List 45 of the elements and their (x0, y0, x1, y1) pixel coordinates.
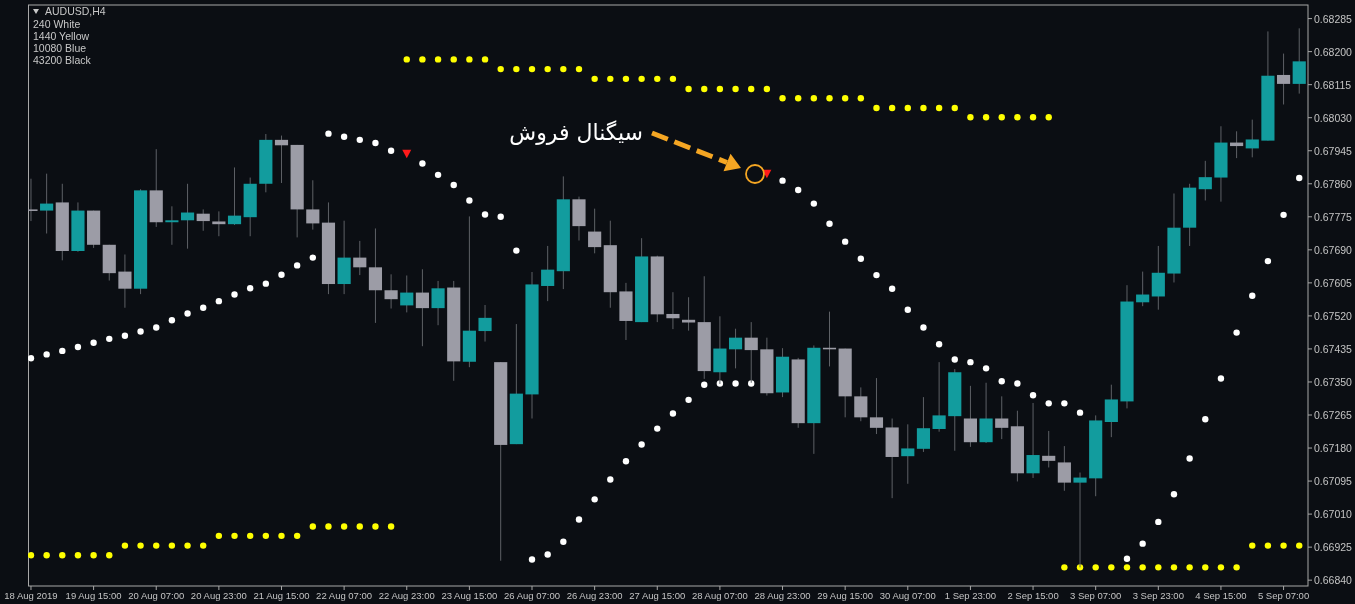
x-tick-label: 21 Aug 15:00 (253, 590, 310, 601)
x-tick-label: 20 Aug 23:00 (190, 590, 247, 601)
x-tick-label: 1 Sep 23:00 (944, 590, 997, 601)
y-tick-label: 0.67010 (1314, 508, 1353, 521)
y-tick-label: 0.68200 (1314, 45, 1353, 58)
x-tick-label: 3 Sep 07:00 (1070, 590, 1122, 601)
annotation: 240 White (33, 17, 81, 30)
annotation: 43200 Black (33, 54, 92, 67)
x-tick-label: 3 Sep 23:00 (1132, 590, 1184, 601)
x-tick-label: 2 Sep 15:00 (1007, 590, 1059, 601)
y-tick-label: 0.66840 (1314, 574, 1353, 587)
x-tick-label: 30 Aug 07:00 (879, 590, 936, 601)
x-tick-label: 29 Aug 15:00 (817, 590, 874, 601)
x-tick-label: 26 Aug 07:00 (504, 590, 561, 601)
y-tick-label: 0.67350 (1314, 375, 1353, 388)
annotation: سیگنال فروش (509, 120, 643, 146)
y-tick-label: 0.68115 (1314, 78, 1352, 91)
x-tick-label: 28 Aug 07:00 (691, 590, 748, 601)
x-tick-label: 28 Aug 23:00 (754, 590, 811, 601)
y-tick-label: 0.68030 (1314, 111, 1353, 124)
x-tick-label: 19 Aug 15:00 (65, 590, 122, 601)
x-tick-label: 5 Sep 07:00 (1257, 590, 1310, 601)
y-tick-label: 0.67690 (1314, 243, 1353, 256)
y-tick-label: 0.67265 (1314, 409, 1353, 421)
y-tick-label: 0.68285 (1314, 12, 1353, 25)
x-tick-label: 22 Aug 23:00 (378, 590, 435, 601)
y-tick-label: 0.67095 (1314, 475, 1353, 488)
y-tick-label: 0.67435 (1314, 342, 1353, 355)
x-tick-label: 22 Aug 07:00 (316, 590, 373, 601)
annotation: 1440 Yellow (33, 29, 90, 42)
x-tick-label: 26 Aug 23:00 (566, 590, 623, 601)
y-tick-label: 0.67605 (1314, 276, 1353, 289)
x-tick-label: 20 Aug 07:00 (128, 590, 185, 601)
x-tick-label: 4 Sep 15:00 (1195, 590, 1247, 601)
x-tick-label: 18 Aug 2019 (4, 590, 58, 601)
y-tick-label: 0.67860 (1314, 177, 1353, 190)
annotation: 10080 Blue (33, 42, 87, 55)
x-tick-label: 27 Aug 15:00 (629, 590, 686, 601)
y-tick-label: 0.67775 (1314, 210, 1353, 223)
y-tick-label: 0.67520 (1314, 309, 1353, 322)
chart-title: AUDUSD,H4 (45, 5, 106, 17)
y-tick-label: 0.67180 (1314, 442, 1353, 455)
x-tick-label: 23 Aug 15:00 (441, 590, 498, 601)
y-tick-label: 0.67945 (1314, 144, 1353, 157)
y-tick-label: 0.66925 (1314, 541, 1353, 554)
